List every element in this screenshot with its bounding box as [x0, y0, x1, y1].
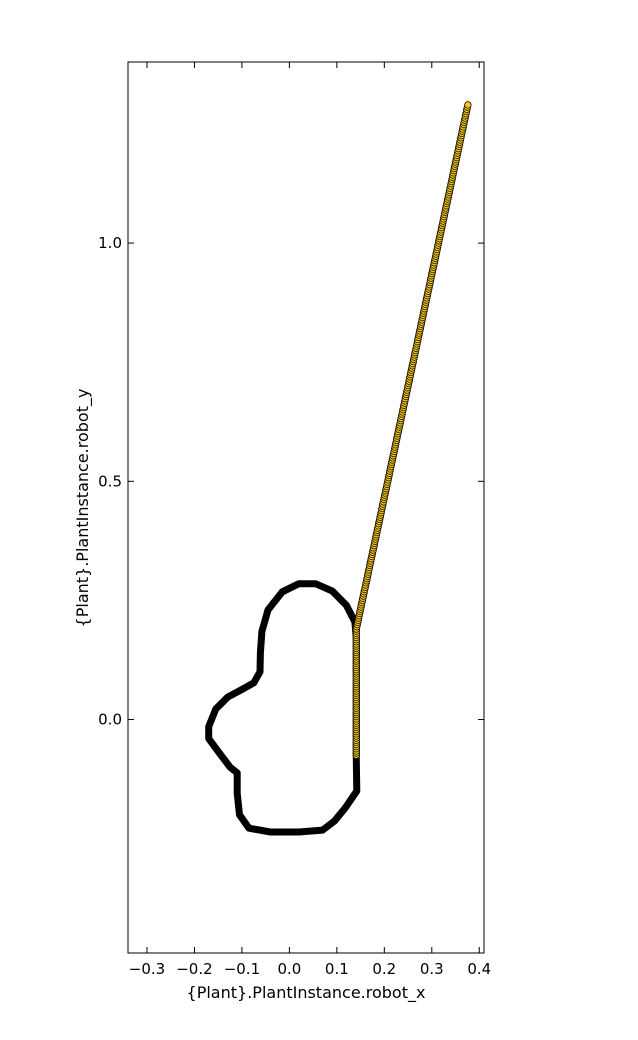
trajectory-line	[205, 580, 361, 836]
x-tick-label: 0.4	[467, 960, 491, 978]
x-tick-label: −0.2	[176, 960, 212, 978]
x-tick-label: −0.3	[129, 960, 165, 978]
plot-area	[128, 62, 484, 953]
trajectory-line-layer	[205, 580, 361, 836]
x-axis-label: {Plant}.PlantInstance.robot_x	[187, 983, 426, 1003]
x-tick-label: −0.1	[224, 960, 260, 978]
x-tick-label: 0.0	[277, 960, 301, 978]
y-tick-label: 0.5	[98, 472, 122, 490]
y-axis-label: {Plant}.PlantInstance.robot_y	[73, 389, 93, 628]
plot-frame	[127, 61, 485, 954]
x-tick-label: 0.1	[325, 960, 349, 978]
data-point	[464, 101, 472, 109]
tick-layer: −0.3 −0.2 −0.1 0.0 0.1 0.2 0.3 0.4 0.0 0.5 1.0	[98, 62, 491, 978]
x-tick-label: 0.2	[372, 960, 396, 978]
y-tick-label: 0.0	[98, 711, 122, 729]
y-tick-label: 1.0	[98, 234, 122, 252]
x-tick-label: 0.3	[420, 960, 444, 978]
marker-layer	[352, 101, 472, 759]
